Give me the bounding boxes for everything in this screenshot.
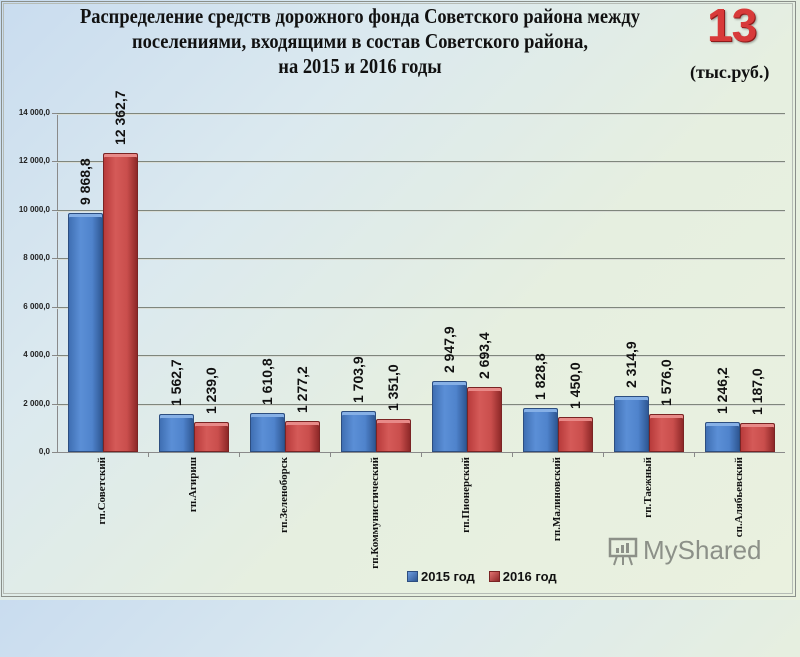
gridline — [57, 355, 785, 357]
x-tick-mark — [239, 452, 240, 457]
gridline — [57, 403, 785, 405]
bar-2016 — [739, 423, 775, 452]
watermark: MyShared — [607, 535, 762, 566]
y-tick-mark — [52, 258, 57, 260]
y-tick-mark — [52, 403, 57, 405]
presentation-board-icon — [607, 536, 639, 566]
legend-swatch-2016 — [488, 571, 500, 582]
bar-2015 — [249, 413, 285, 452]
data-label: 2 947,9 — [441, 325, 457, 373]
bar-2015 — [522, 407, 558, 452]
y-tick-mark — [52, 306, 57, 308]
y-tick-label: 14 000,0 — [18, 108, 50, 117]
data-label: 1 277,2 — [294, 366, 310, 414]
category-label: гп.Агириш — [186, 457, 199, 513]
bar-2015 — [340, 410, 376, 452]
data-label: 1 576,0 — [658, 359, 674, 406]
bar-2016 — [557, 416, 593, 452]
x-tick-mark — [603, 452, 604, 457]
bar-2016 — [193, 422, 229, 452]
y-tick-label: 12 000,0 — [18, 156, 50, 166]
watermark-text: MyShared — [643, 535, 762, 565]
x-tick-mark — [694, 452, 695, 457]
y-tick-label: 0,0 — [38, 447, 50, 456]
data-label: 1 562,7 — [168, 359, 184, 407]
title-line-1: Распределение средств дорожного фонда Со… — [79, 4, 641, 28]
y-tick-mark — [52, 355, 57, 357]
data-label: 1 351,0 — [385, 364, 401, 412]
bar-2015 — [158, 414, 194, 452]
y-axis-line — [57, 113, 58, 453]
category-label: гп.Советский — [95, 457, 108, 525]
data-label: 1 239,0 — [203, 367, 219, 414]
data-label: 2 314,9 — [623, 341, 639, 388]
y-tick-label: 4 000,0 — [23, 350, 50, 360]
slide-inner-frame — [3, 3, 793, 594]
y-tick-label: 6 000,0 — [23, 301, 50, 311]
legend-swatch-2015 — [407, 571, 418, 582]
data-label: 9 868,8 — [77, 158, 93, 206]
x-tick-mark — [512, 452, 513, 457]
y-tick-mark — [52, 113, 57, 114]
legend-item-2016: 2016 год — [488, 569, 557, 584]
y-tick-mark — [52, 209, 57, 211]
y-tick-mark — [52, 452, 57, 453]
bar-2016 — [284, 421, 320, 452]
data-label: 2 693,4 — [476, 332, 492, 379]
category-label: гп.Коммунистический — [368, 457, 381, 569]
bar-2015 — [613, 395, 649, 452]
bar-2016 — [102, 152, 138, 452]
legend-label-2015: 2015 год — [421, 569, 475, 584]
bar-2015 — [431, 380, 467, 452]
data-label: 12 362,7 — [112, 90, 128, 145]
title-line-3: на 2015 и 2016 годы — [278, 54, 442, 78]
x-tick-mark — [421, 452, 422, 457]
plot-area: 9 868,8 12 362,7 1 562,7 1 239,0 1 610,8 1 27… — [57, 90, 785, 452]
legend-label-2016: 2016 год — [502, 569, 557, 584]
slide-frame — [1, 1, 796, 597]
bar-2015 — [67, 213, 103, 452]
data-label: 1 246,2 — [714, 367, 730, 414]
bar-2016 — [466, 386, 502, 452]
gridline — [57, 161, 785, 163]
data-label: 1 828,8 — [532, 352, 548, 400]
data-label: 1 450,0 — [567, 362, 583, 409]
gridline — [57, 306, 785, 308]
y-tick-label: 8 000,0 — [23, 253, 50, 263]
bar-2015 — [704, 421, 740, 452]
y-tick-label: 2 000,0 — [23, 398, 50, 408]
category-label: гп.Малиновский — [550, 457, 563, 542]
slide-number: 13 — [707, 0, 757, 51]
legend-item-2015: 2015 год — [407, 569, 475, 584]
units-label: (тыс.руб.) — [690, 62, 770, 82]
y-tick-mark — [52, 161, 57, 163]
data-label: 1 187,0 — [749, 368, 765, 416]
category-label: гп.Зеленоборск — [277, 457, 290, 533]
y-tick-label: 10 000,0 — [18, 204, 50, 214]
gridline — [57, 258, 785, 260]
data-label: 1 703,9 — [350, 356, 366, 403]
x-tick-mark — [330, 452, 331, 457]
x-tick-mark — [148, 452, 149, 457]
gridline — [57, 113, 785, 114]
legend: 2015 год 2016 год — [407, 569, 557, 584]
bar-2016 — [375, 419, 411, 452]
title-line-2: поселениями, входящими в состав Советско… — [131, 29, 589, 53]
bar-2016 — [648, 413, 684, 452]
gridline — [57, 209, 785, 211]
data-label: 1 610,8 — [259, 358, 275, 405]
category-label: гп.Пионерский — [459, 457, 472, 533]
chart-title: Распределение средств дорожного фонда Со… — [43, 4, 677, 79]
